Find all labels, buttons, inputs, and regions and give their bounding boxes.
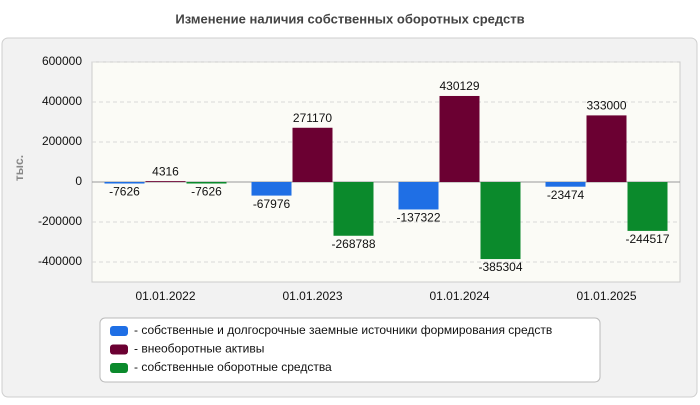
- bar: [439, 95, 480, 182]
- data-label: -385304: [478, 260, 522, 274]
- y-axis-label: тыс.: [12, 155, 26, 181]
- legend-swatch: [110, 344, 128, 355]
- legend-label: - собственные и долгосрочные заемные ист…: [134, 323, 552, 337]
- legend-label: - внеоборотные активы: [134, 342, 264, 356]
- y-tick-label: 200000: [42, 134, 82, 148]
- x-tick-label: 01.01.2023: [282, 289, 342, 303]
- data-label: -268788: [331, 237, 375, 251]
- legend-swatch: [110, 363, 128, 373]
- bar: [186, 182, 227, 184]
- bar: [145, 181, 186, 182]
- y-tick-label: -400000: [38, 254, 82, 268]
- y-tick-label: -200000: [38, 214, 82, 228]
- x-tick-label: 01.01.2022: [135, 289, 195, 303]
- bar: [480, 182, 521, 260]
- data-label: 271170: [293, 111, 332, 125]
- legend-swatch: [110, 326, 128, 336]
- data-label: -67976: [253, 197, 291, 211]
- y-tick-label: 600000: [42, 54, 82, 68]
- data-label: 4316: [152, 164, 179, 178]
- data-label: 430129: [439, 79, 479, 93]
- bar: [586, 115, 627, 182]
- bar: [292, 127, 333, 182]
- legend-label: - собственные оборотные средства: [134, 360, 332, 374]
- bar: [251, 182, 292, 196]
- y-tick-label: 400000: [42, 94, 82, 108]
- bar: [104, 182, 145, 184]
- chart-title: Изменение наличия собственных оборотных …: [175, 11, 524, 26]
- legend: [99, 317, 601, 383]
- data-label: -137322: [396, 211, 440, 225]
- plot-area: [91, 61, 681, 283]
- bar: [627, 182, 668, 231]
- data-label: -23474: [547, 188, 585, 202]
- x-tick-label: 01.01.2024: [429, 289, 489, 303]
- bar: [545, 182, 586, 187]
- bar: [398, 182, 439, 210]
- x-tick-label: 01.01.2025: [576, 289, 636, 303]
- data-label: -7626: [191, 185, 222, 199]
- y-tick-label: 0: [75, 174, 82, 188]
- data-label: -7626: [109, 185, 140, 199]
- bar: [333, 182, 374, 236]
- data-label: 333000: [586, 99, 626, 113]
- data-label: -244517: [625, 232, 669, 246]
